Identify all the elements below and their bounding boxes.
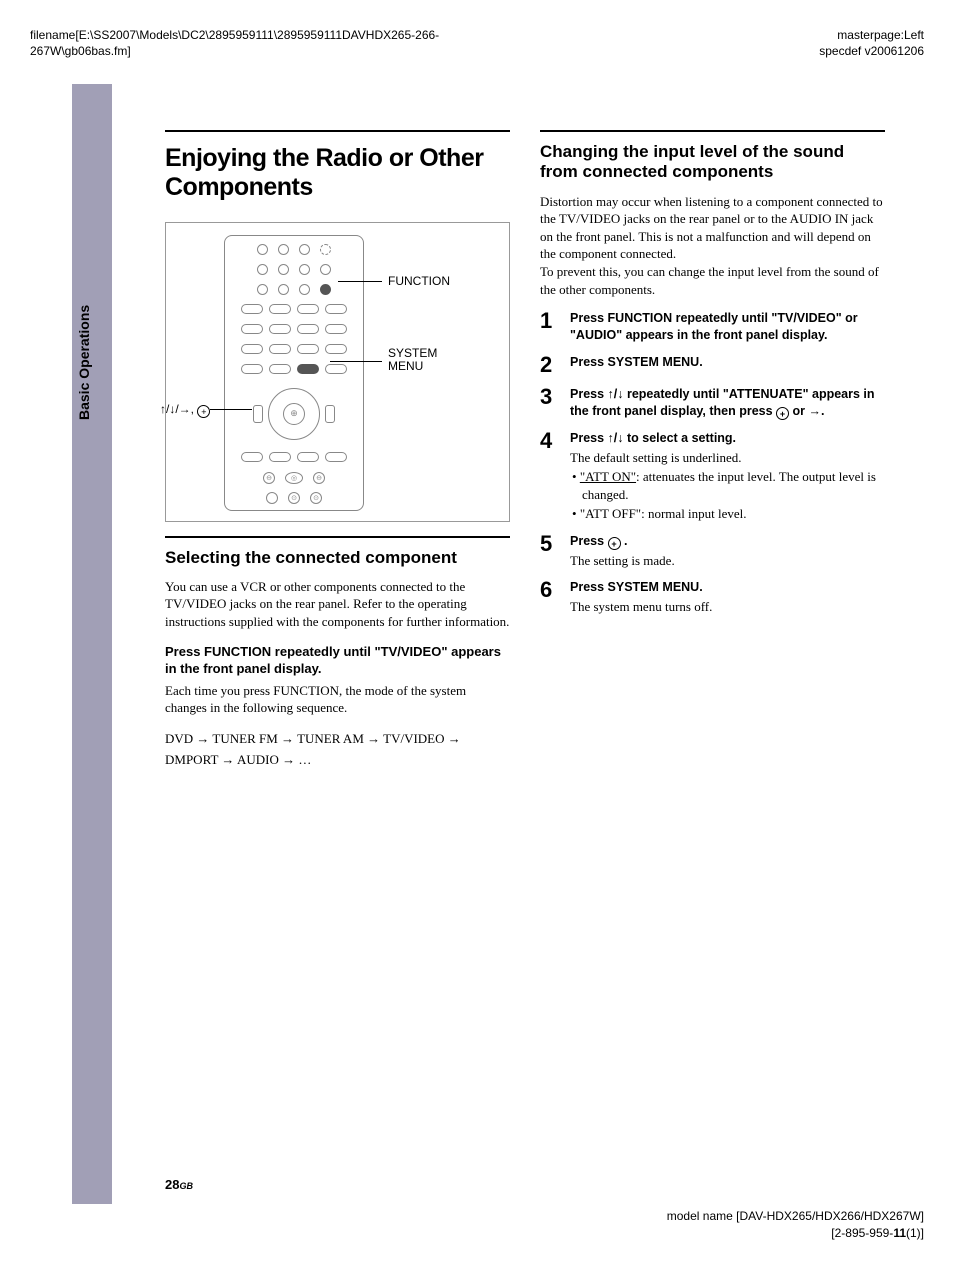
main-title: Enjoying the Radio or Other Components bbox=[165, 144, 510, 202]
step-6: 6 Press SYSTEM MENU. The system menu tur… bbox=[540, 579, 885, 615]
step-num-6: 6 bbox=[540, 579, 558, 615]
step4-bullet2: • "ATT OFF": normal input level. bbox=[570, 505, 885, 523]
left-p2: Each time you press FUNCTION, the mode o… bbox=[165, 682, 510, 717]
step6-text: Press SYSTEM MENU. bbox=[570, 579, 885, 596]
left-subheading: Selecting the connected component bbox=[165, 548, 510, 568]
content-area: Enjoying the Radio or Other Components ⊕… bbox=[165, 130, 885, 770]
header-meta: masterpage:Left specdef v20061206 bbox=[819, 28, 924, 59]
page-footer: model name [DAV-HDX265/HDX266/HDX267W] [… bbox=[667, 1208, 924, 1242]
step4-text: Press ↑/↓ to select a setting. bbox=[570, 430, 885, 447]
sidebar-label: Basic Operations bbox=[76, 305, 92, 420]
enter-icon: + bbox=[197, 405, 210, 418]
step2-text: Press SYSTEM MENU. bbox=[570, 354, 885, 371]
specdef: specdef v20061206 bbox=[819, 44, 924, 58]
filename-path: filename[E:\SS2007\Models\DC2\2895959111… bbox=[30, 28, 439, 59]
step-num-2: 2 bbox=[540, 354, 558, 376]
right-column: Changing the input level of the sound fr… bbox=[540, 130, 885, 770]
title-rule-right bbox=[540, 130, 885, 132]
enter-icon: + bbox=[608, 537, 621, 550]
left-p1: You can use a VCR or other components co… bbox=[165, 578, 510, 631]
left-column: Enjoying the Radio or Other Components ⊕… bbox=[165, 130, 510, 770]
step-4: 4 Press ↑/↓ to select a setting. The def… bbox=[540, 430, 885, 523]
step-num-3: 3 bbox=[540, 386, 558, 420]
step-5: 5 Press + . The setting is made. bbox=[540, 533, 885, 570]
enter-icon: + bbox=[776, 407, 789, 420]
page-number: 28GB bbox=[165, 1177, 193, 1192]
dpad-center-icon: ⊕ bbox=[283, 403, 305, 425]
footer-code: [2-895-959-11(1)] bbox=[831, 1226, 924, 1240]
remote-outline: ⊕ ⊖◎⊖ ⊙⊙ bbox=[224, 235, 364, 511]
step-num-5: 5 bbox=[540, 533, 558, 570]
right-intro: Distortion may occur when listening to a… bbox=[540, 193, 885, 298]
step6-sub: The system menu turns off. bbox=[570, 598, 885, 616]
masterpage: masterpage:Left bbox=[837, 28, 924, 42]
step4-bullet1: • "ATT ON": attenuates the input level. … bbox=[570, 468, 885, 503]
title-rule bbox=[165, 130, 510, 132]
step1-text: Press FUNCTION repeatedly until "TV/VIDE… bbox=[570, 310, 885, 344]
step5-text: Press + . bbox=[570, 533, 885, 550]
remote-diagram: ⊕ ⊖◎⊖ ⊙⊙ FUNCTION SYSTEM MENU ↑/↓/→, + bbox=[165, 222, 510, 522]
callout-function: FUNCTION bbox=[388, 274, 450, 288]
footer-model: model name [DAV-HDX265/HDX266/HDX267W] bbox=[667, 1209, 924, 1223]
right-subheading: Changing the input level of the sound fr… bbox=[540, 142, 885, 183]
step-1: 1 Press FUNCTION repeatedly until "TV/VI… bbox=[540, 310, 885, 344]
step3-text: Press ↑/↓ repeatedly until "ATTENUATE" a… bbox=[570, 386, 885, 420]
sidebar-bar bbox=[72, 84, 112, 1204]
callout-system-menu: SYSTEM MENU bbox=[388, 347, 437, 373]
left-sequence: DVD → TUNER FM → TUNER AM → TV/VIDEO → D… bbox=[165, 729, 510, 771]
left-instruction: Press FUNCTION repeatedly until "TV/VIDE… bbox=[165, 643, 510, 678]
step-num-4: 4 bbox=[540, 430, 558, 523]
step4-sub: The default setting is underlined. bbox=[570, 449, 885, 467]
step-3: 3 Press ↑/↓ repeatedly until "ATTENUATE"… bbox=[540, 386, 885, 420]
section-rule-left bbox=[165, 536, 510, 538]
page-header: filename[E:\SS2007\Models\DC2\2895959111… bbox=[0, 0, 954, 59]
step5-sub: The setting is made. bbox=[570, 552, 885, 570]
step-2: 2 Press SYSTEM MENU. bbox=[540, 354, 885, 376]
step-num-1: 1 bbox=[540, 310, 558, 344]
filename-line1: filename[E:\SS2007\Models\DC2\2895959111… bbox=[30, 28, 439, 42]
filename-line2: 267W\gb06bas.fm] bbox=[30, 44, 131, 58]
callout-dpad: ↑/↓/→, + bbox=[160, 402, 210, 418]
